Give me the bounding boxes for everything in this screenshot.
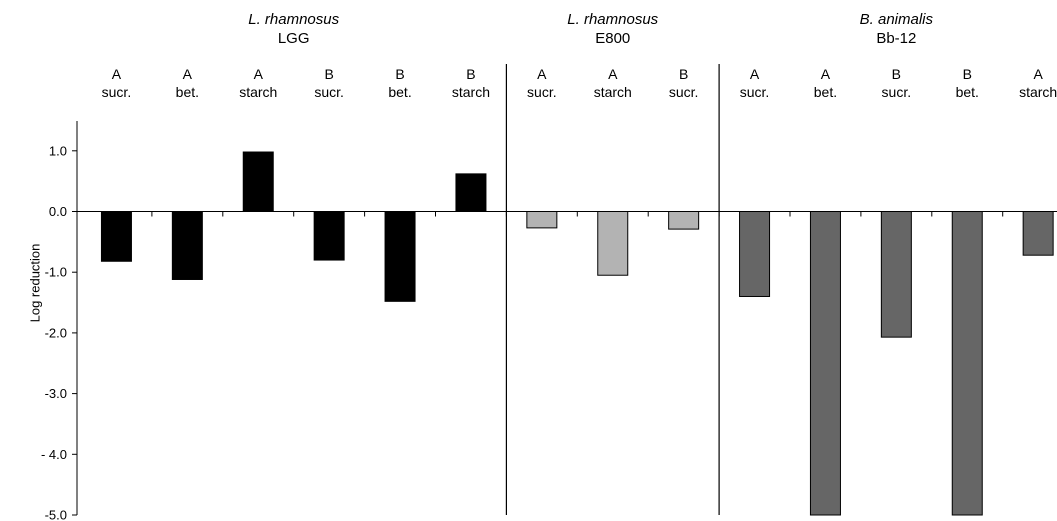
bar [171, 211, 203, 280]
group-title: L. rhamnosus LGG [174, 10, 414, 48]
category-label-line1: A [111, 66, 122, 82]
category-label-line1: A [1033, 66, 1043, 82]
category-label-line2: starch [593, 84, 632, 100]
category-label-line2: sucr. [881, 84, 912, 100]
group-strain: LGG [277, 30, 310, 47]
category-label-line1: B [962, 66, 972, 82]
category-label-line2: starch [239, 84, 278, 100]
category-label-line2: sucr. [739, 84, 770, 100]
category-label-line1: B [395, 66, 405, 82]
bar [668, 211, 700, 230]
group-title: L. rhamnosus E800 [493, 10, 733, 48]
bar [880, 211, 912, 338]
category-label-line2: bet. [955, 84, 979, 100]
y-tick-label: 0.0 [49, 204, 67, 219]
bar [597, 211, 629, 276]
bar [809, 211, 841, 516]
group-strain: E800 [595, 30, 631, 47]
bar [1022, 211, 1054, 256]
y-axis-label-text: Log reduction [27, 243, 43, 323]
category-label-line2: sucr. [314, 84, 344, 100]
category-label-line2: bet. [388, 84, 412, 100]
category-label-line2: sucr. [527, 84, 557, 100]
category-label-line2: bet. [813, 84, 838, 100]
category-label-line1: A [182, 66, 193, 82]
category-label-line2: sucr. [668, 84, 699, 100]
category-label-line1: B [678, 66, 689, 82]
bar [313, 211, 345, 261]
bar [455, 173, 487, 212]
category-label-line2: bet. [175, 84, 200, 100]
bar [384, 211, 416, 302]
y-tick-label: - 4.0 [41, 447, 67, 462]
y-axis-label: Log reduction [0, 244, 70, 323]
category-label-line1: B [324, 66, 334, 82]
y-tick-label: -2.0 [45, 325, 67, 340]
group-title: B. animalis Bb-12 [776, 10, 1016, 48]
bar [739, 211, 771, 297]
category-label-line1: B [466, 66, 476, 82]
category-label-line1: B [891, 66, 902, 82]
bar [242, 151, 274, 213]
group-species: L. rhamnosus [567, 11, 659, 28]
group-strain: Bb-12 [876, 30, 917, 47]
y-tick-label: -1.0 [45, 265, 67, 280]
y-tick-label: 1.0 [49, 143, 67, 158]
bar [526, 211, 558, 229]
y-tick-label: -3.0 [45, 386, 67, 401]
category-label-line1: A [253, 66, 263, 82]
bar [100, 211, 132, 262]
y-tick-label: -5.0 [45, 508, 67, 521]
category-label-line1: A [820, 66, 831, 82]
category-label-line2: starch [451, 84, 490, 100]
category-label-line2: starch [1019, 84, 1057, 100]
group-species: L. rhamnosus [248, 11, 340, 28]
category-label-line1: A [749, 66, 760, 82]
bar [951, 211, 983, 516]
category-label-line1: A [537, 66, 547, 82]
group-species: B. animalis [859, 11, 934, 28]
category-label-line1: A [608, 66, 618, 82]
category-label-line2: sucr. [101, 84, 132, 100]
